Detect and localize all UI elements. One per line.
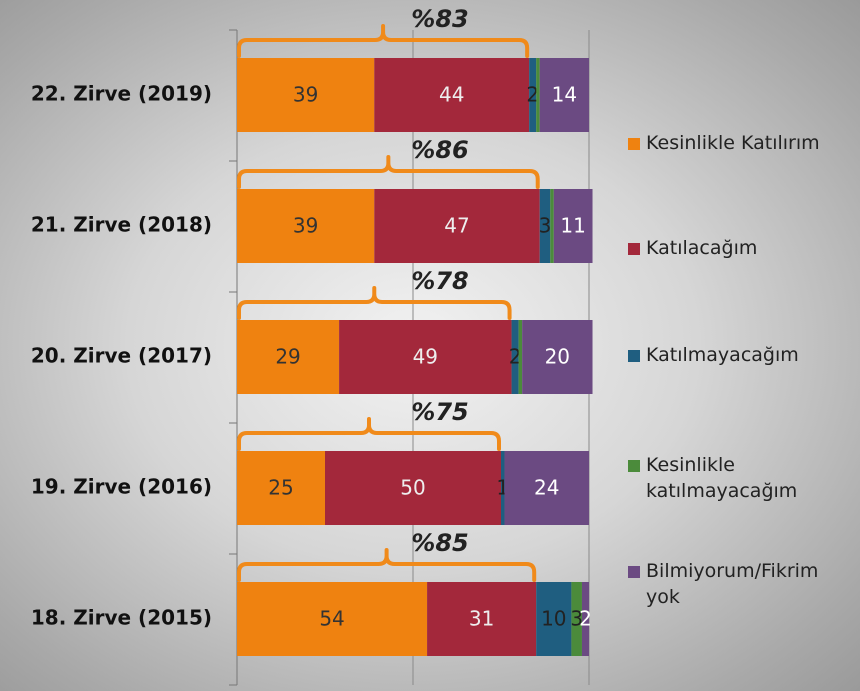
legend-swatch [628,460,640,472]
legend-swatch [628,243,640,255]
bar-segment [536,58,540,132]
legend-label: Katılacağım [646,237,757,259]
annotation: %75 [411,398,468,426]
value-label: 10 [541,607,566,631]
value-label: 39 [293,83,318,107]
value-label: 2 [579,607,592,631]
value-label: 11 [560,214,585,238]
bracket [239,26,527,56]
chart-page: 22. Zirve (2019) 39 44 2 14 %83 21. Zirve (201… [0,0,860,691]
legend-item: Kesinlikle Katılırım [628,130,853,156]
value-label: 31 [469,607,494,631]
value-label: 3 [539,214,552,238]
value-label: 29 [275,345,300,369]
legend-item: Katılacağım [628,235,853,261]
legend-item: Katılmayacağım [628,342,853,368]
value-label: 50 [400,476,425,500]
annotation: %78 [411,267,468,295]
legend-label: Kesinlikle katılmayacağım [646,454,797,502]
annotation: %83 [411,5,468,33]
value-label: 49 [413,345,438,369]
category-label: 20. Zirve (2017) [31,344,212,368]
category-label: 22. Zirve (2019) [31,82,212,106]
legend-label: Kesinlikle Katılırım [646,132,820,154]
legend-item: Bilmiyorum/Fikrim yok [628,558,853,610]
bracket [239,157,538,187]
legend-swatch [628,138,640,150]
value-label: 24 [534,476,559,500]
legend-label: Bilmiyorum/Fikrim yok [646,560,818,608]
bracket [239,288,510,318]
legend-swatch [628,350,640,362]
category-label: 19. Zirve (2016) [31,475,212,499]
category-label: 18. Zirve (2015) [31,606,212,630]
value-label: 25 [268,476,293,500]
value-label: 44 [439,83,464,107]
annotation: %85 [411,529,468,557]
value-label: 20 [545,345,570,369]
bar-segment [550,189,554,263]
bracket [239,550,534,580]
bar-segment [519,320,523,394]
annotation: %86 [411,136,468,164]
legend-label: Katılmayacağım [646,344,799,366]
value-label: 39 [293,214,318,238]
value-label: 14 [552,83,577,107]
value-label: 54 [319,607,344,631]
legend-item: Kesinlikle katılmayacağım [628,452,853,504]
category-label: 21. Zirve (2018) [31,213,212,237]
legend-swatch [628,566,640,578]
value-label: 47 [444,214,469,238]
